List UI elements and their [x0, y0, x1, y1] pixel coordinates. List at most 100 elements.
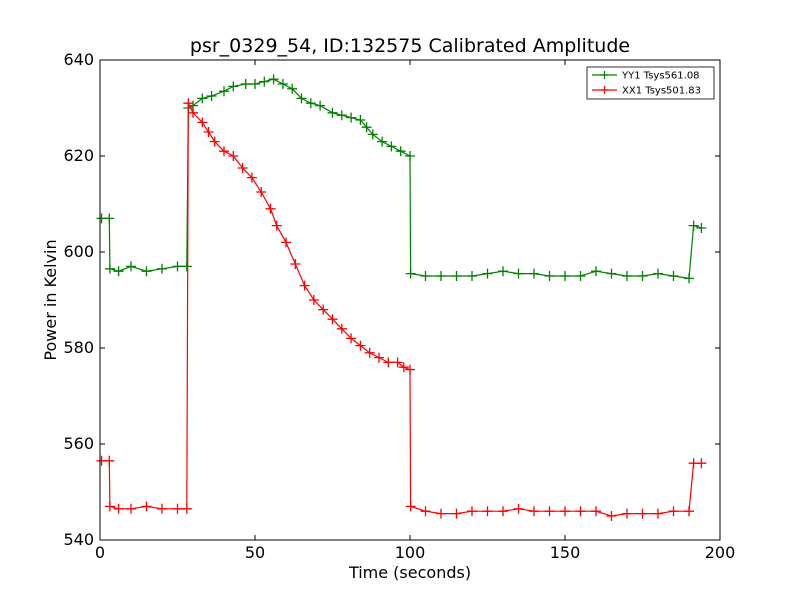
ticks-layer: 0 50 100 150 200 540 560 580 600 620 640: [63, 50, 735, 562]
y-tick-label: 540: [63, 530, 94, 549]
data-point: [377, 136, 388, 147]
data-point: [420, 271, 431, 281]
data-point: [405, 501, 416, 512]
data-point: [513, 268, 524, 279]
series-line-xx1-tsys501-83: [101, 102, 702, 517]
data-point: [696, 458, 707, 469]
data-point: [367, 129, 378, 140]
data-point: [126, 261, 136, 272]
data-point: [141, 501, 152, 512]
data-point: [436, 271, 446, 281]
data-point: [653, 508, 663, 519]
data-point: [420, 506, 431, 517]
data-point: [336, 110, 347, 121]
legend-entry-yy1-tsys561-08: YY1 Tsys561.08: [592, 71, 700, 82]
data-point: [183, 98, 194, 109]
y-tick-label: 640: [63, 50, 94, 69]
data-point: [606, 268, 617, 279]
legend-label: YY1 Tsys561.08: [621, 71, 700, 82]
data-point: [386, 141, 397, 152]
data-point: [529, 268, 539, 279]
data-point: [398, 362, 409, 373]
data-point: [172, 503, 183, 514]
data-point: [498, 506, 508, 517]
data-point: [575, 271, 586, 281]
x-tick-label: 0: [95, 543, 105, 562]
data-point: [228, 81, 239, 92]
data-point: [181, 261, 192, 272]
data-point: [392, 357, 403, 368]
data-point: [637, 508, 648, 519]
y-tick-label: 600: [63, 242, 94, 261]
data-point: [197, 93, 208, 104]
data-point: [606, 511, 617, 521]
data-point: [240, 79, 251, 89]
data-point: [265, 203, 276, 214]
data-point: [113, 266, 124, 277]
legend-marker: [600, 71, 609, 79]
data-point: [259, 76, 270, 87]
data-point: [228, 151, 239, 161]
y-axis-label: Power in Kelvin: [41, 239, 60, 360]
data-point: [287, 83, 298, 94]
data-point: [684, 273, 694, 284]
legend-box: [586, 66, 715, 100]
data-point: [157, 503, 167, 514]
data-point: [219, 86, 229, 97]
legend-entry-xx1-tsys501-83: XX1 Tsys501.83: [592, 86, 701, 97]
data-point: [560, 271, 570, 281]
data-point: [637, 271, 648, 281]
data-point: [296, 93, 307, 104]
data-point: [355, 340, 366, 351]
data-point: [126, 503, 136, 514]
data-point: [271, 220, 282, 231]
data-point: [575, 506, 586, 517]
data-point: [250, 79, 260, 89]
data-point: [209, 136, 220, 147]
data-point: [327, 107, 338, 118]
data-point: [203, 127, 214, 137]
data-point: [277, 79, 288, 89]
data-point: [237, 163, 248, 173]
data-point: [688, 220, 699, 231]
data-point: [197, 117, 208, 128]
data-point: [513, 503, 524, 514]
series-layer: [96, 74, 707, 521]
data-point: [529, 506, 539, 517]
data-point: [684, 506, 694, 517]
data-point: [256, 187, 267, 197]
data-point: [383, 357, 394, 368]
data-point: [104, 213, 115, 224]
data-point: [374, 352, 384, 363]
data-point: [141, 266, 152, 277]
data-point: [268, 74, 279, 85]
data-point: [305, 98, 316, 109]
data-point: [668, 506, 679, 517]
data-point: [104, 263, 115, 274]
data-point: [206, 91, 217, 101]
data-point: [544, 506, 555, 517]
data-point: [315, 100, 326, 111]
x-tick-label: 50: [245, 543, 265, 562]
data-point: [451, 508, 462, 519]
data-point: [544, 271, 555, 281]
data-point: [467, 271, 477, 281]
data-point: [482, 506, 493, 517]
data-point: [104, 455, 115, 466]
x-tick-label: 150: [550, 543, 581, 562]
data-point: [405, 364, 415, 375]
data-point: [290, 259, 301, 269]
x-tick-label: 200: [705, 543, 736, 562]
data-point: [327, 314, 338, 325]
data-point: [482, 268, 493, 279]
x-axis-label: Time (seconds): [348, 563, 471, 582]
data-point: [346, 112, 357, 123]
data-point: [653, 268, 663, 279]
data-point: [181, 503, 192, 514]
x-tick-label: 100: [395, 543, 426, 562]
data-point: [560, 506, 570, 517]
data-point: [336, 323, 347, 334]
data-point: [219, 146, 229, 157]
data-point: [395, 146, 406, 157]
